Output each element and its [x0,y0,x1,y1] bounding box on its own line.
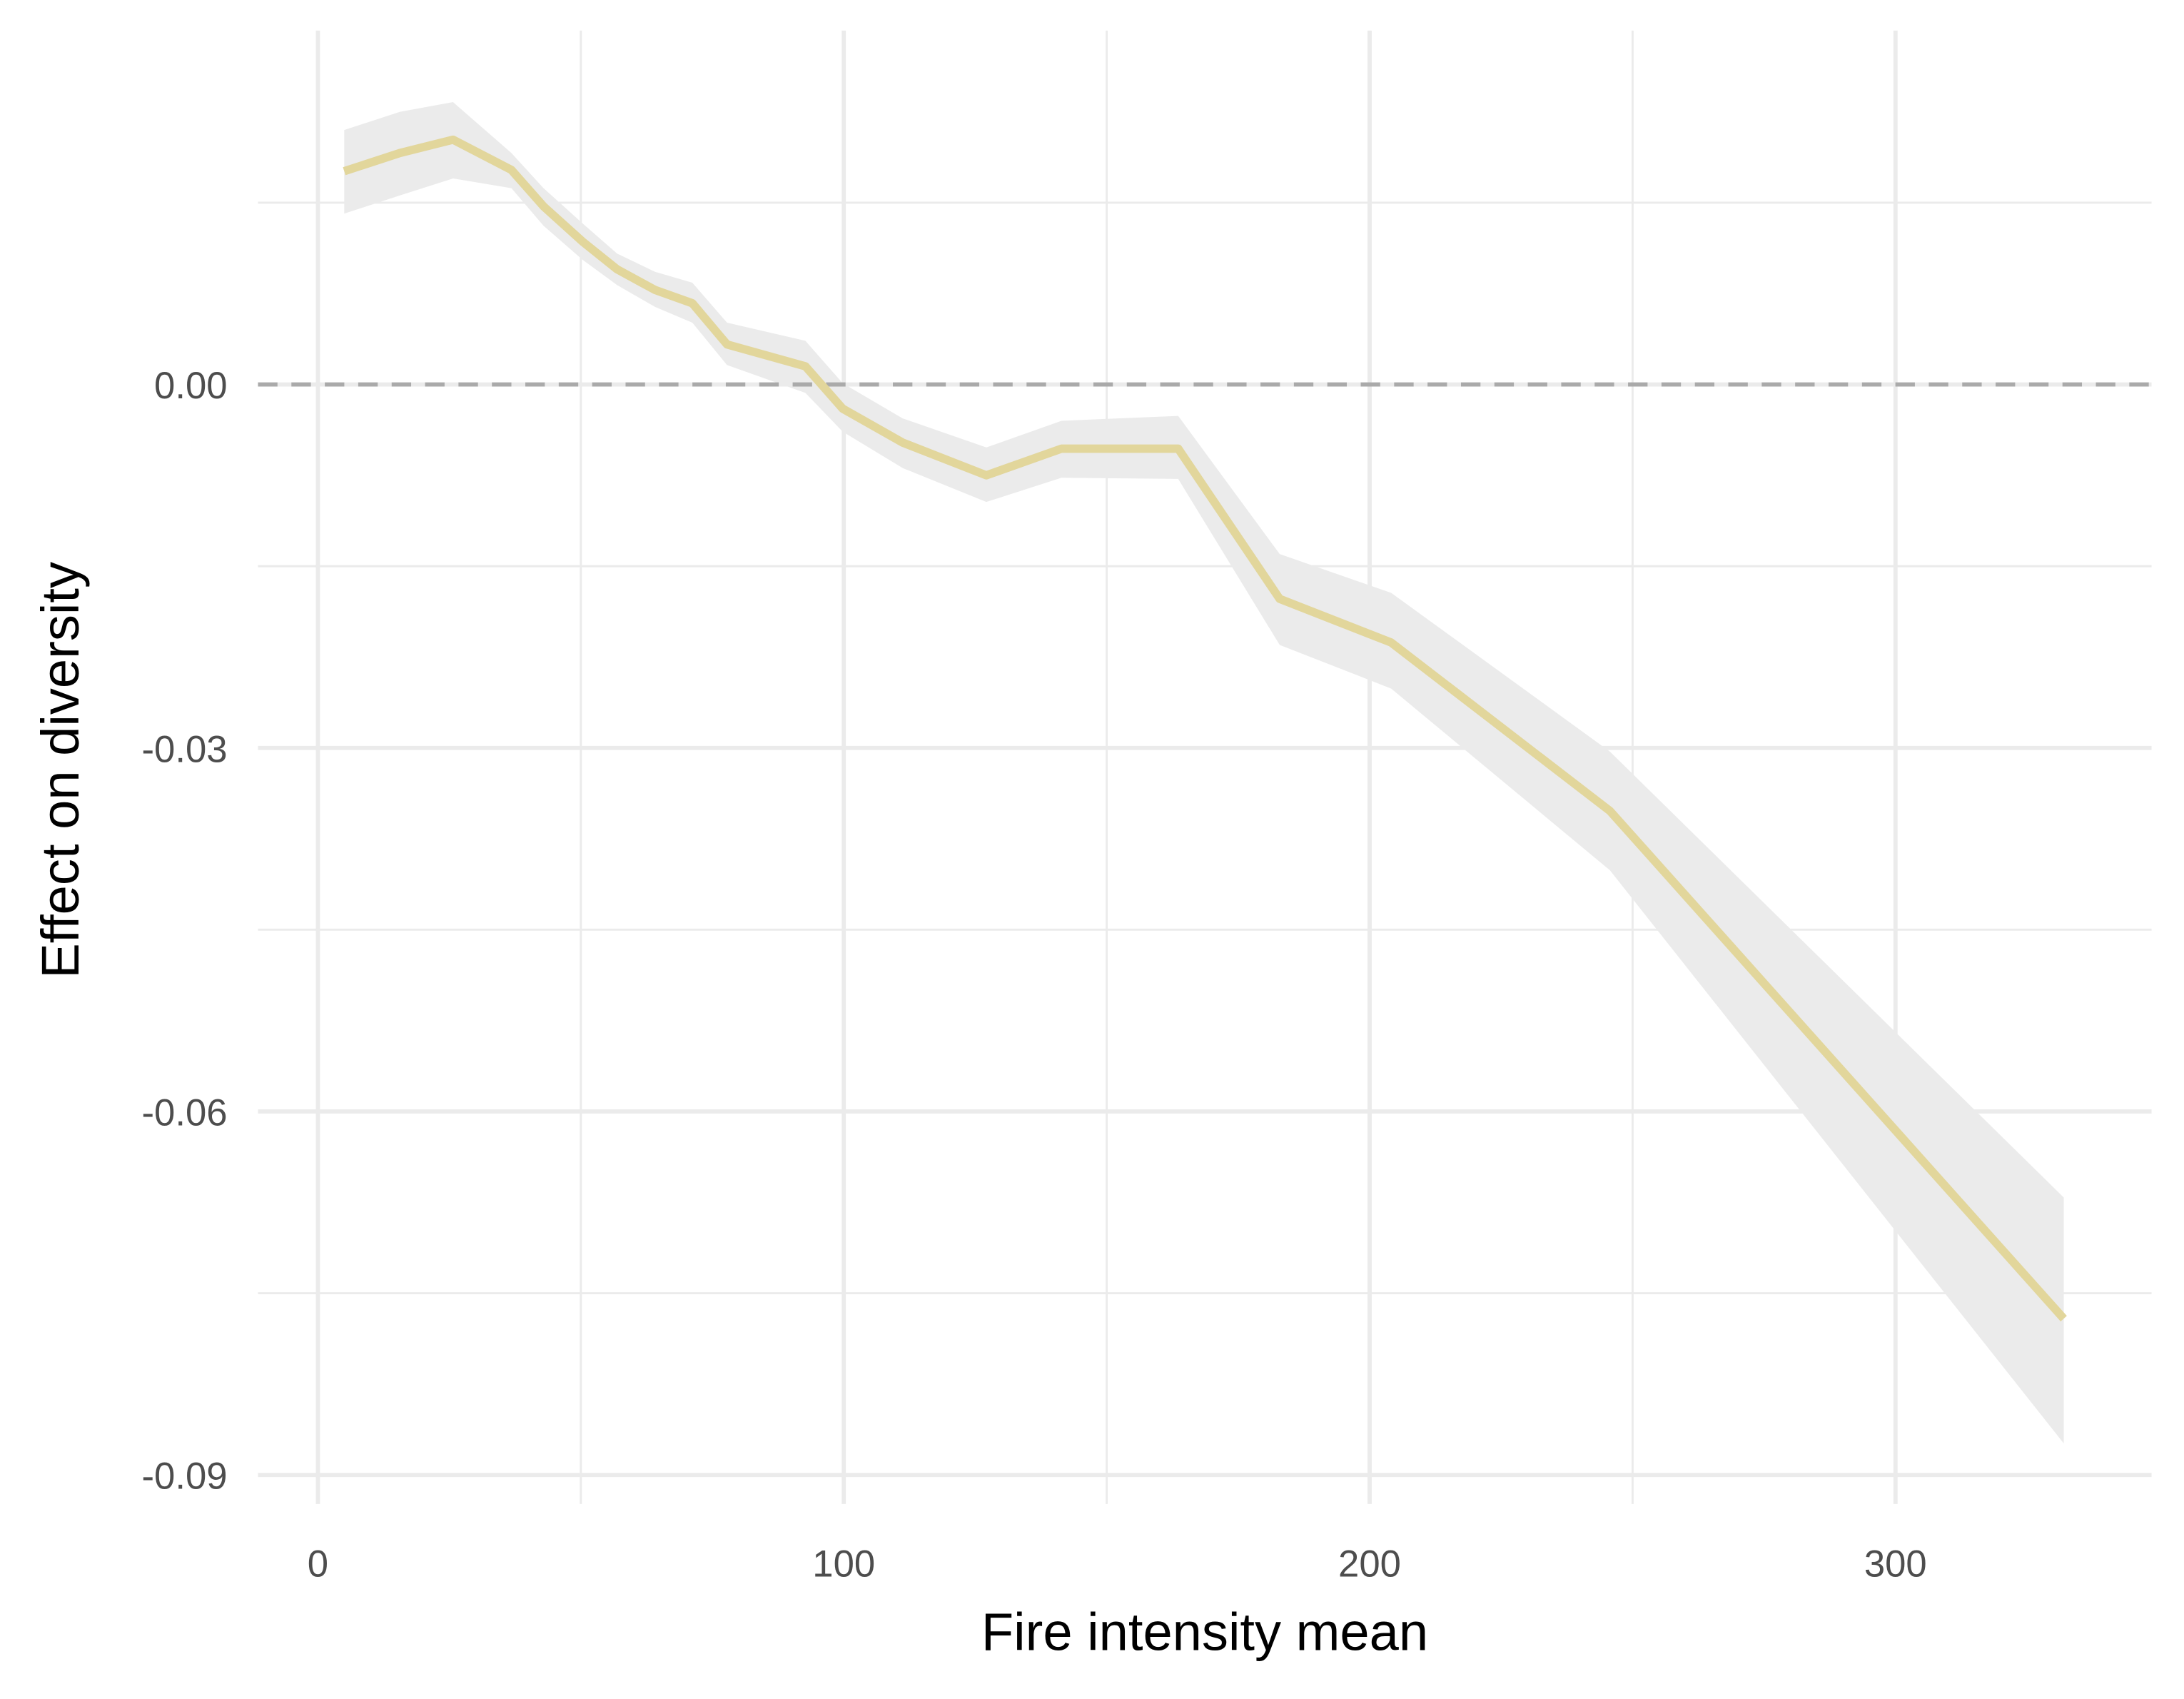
effect-line [343,135,2067,1322]
y-tick-label: -0.06 [142,1092,228,1134]
x-tick-label: 0 [308,1543,328,1585]
x-axis-title: Fire intensity mean [981,1603,1428,1662]
x-tick-label: 300 [1864,1543,1927,1585]
confidence-band [344,102,2064,1444]
y-tick-label: 0.00 [154,365,227,407]
x-tick-label: 200 [1338,1543,1401,1585]
x-tick-label: 100 [812,1543,875,1585]
y-axis-title: Effect on diversity [31,562,90,979]
y-tick-label: -0.09 [142,1456,228,1498]
y-tick-label: -0.03 [142,728,228,770]
